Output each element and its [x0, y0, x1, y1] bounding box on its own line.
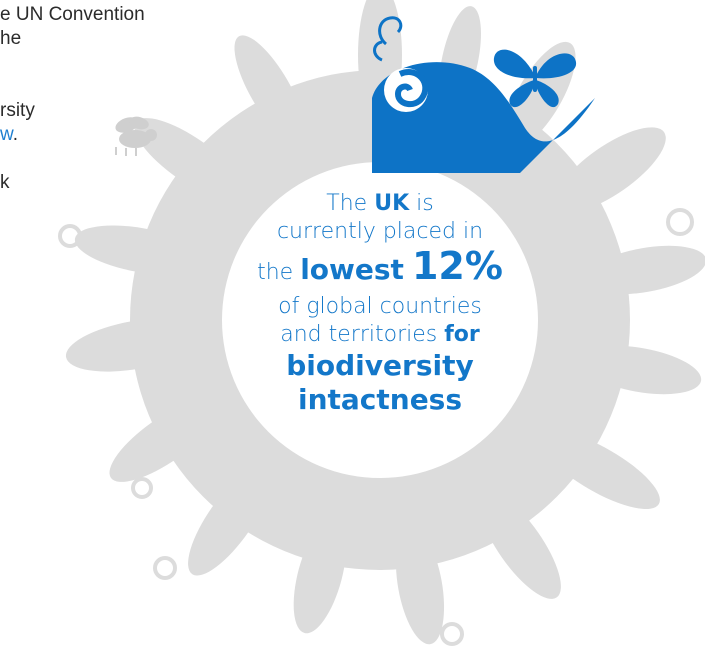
- butterfly-icon: [493, 49, 577, 108]
- inline-link[interactable]: w: [0, 124, 13, 145]
- for-emphasis: for: [444, 322, 480, 347]
- statement-line: the lowest 12%: [257, 244, 503, 288]
- lowest-emphasis: lowest: [300, 253, 404, 286]
- percentage-figure: 12%: [411, 244, 503, 288]
- statement-line: intactness: [297, 383, 463, 416]
- statement-line: The UK is: [326, 191, 434, 216]
- blue-swirl-icon: [372, 16, 595, 173]
- body-text-line: rsity: [0, 100, 35, 121]
- body-text-line: k: [0, 172, 10, 193]
- body-text-line: he: [0, 28, 22, 49]
- bee-icon: [115, 116, 157, 156]
- body-text-line: e UN Convention: [0, 4, 145, 25]
- statement-line: currently placed in: [276, 219, 484, 244]
- statement-block: The UK is currently placed in the lowest…: [220, 190, 540, 417]
- uk-emphasis: UK: [374, 191, 410, 216]
- body-text-line: w.: [0, 124, 18, 145]
- statement-line: and territories for: [280, 322, 480, 347]
- statement-line: of global countries: [278, 294, 482, 319]
- statement-line: biodiversity: [286, 349, 474, 382]
